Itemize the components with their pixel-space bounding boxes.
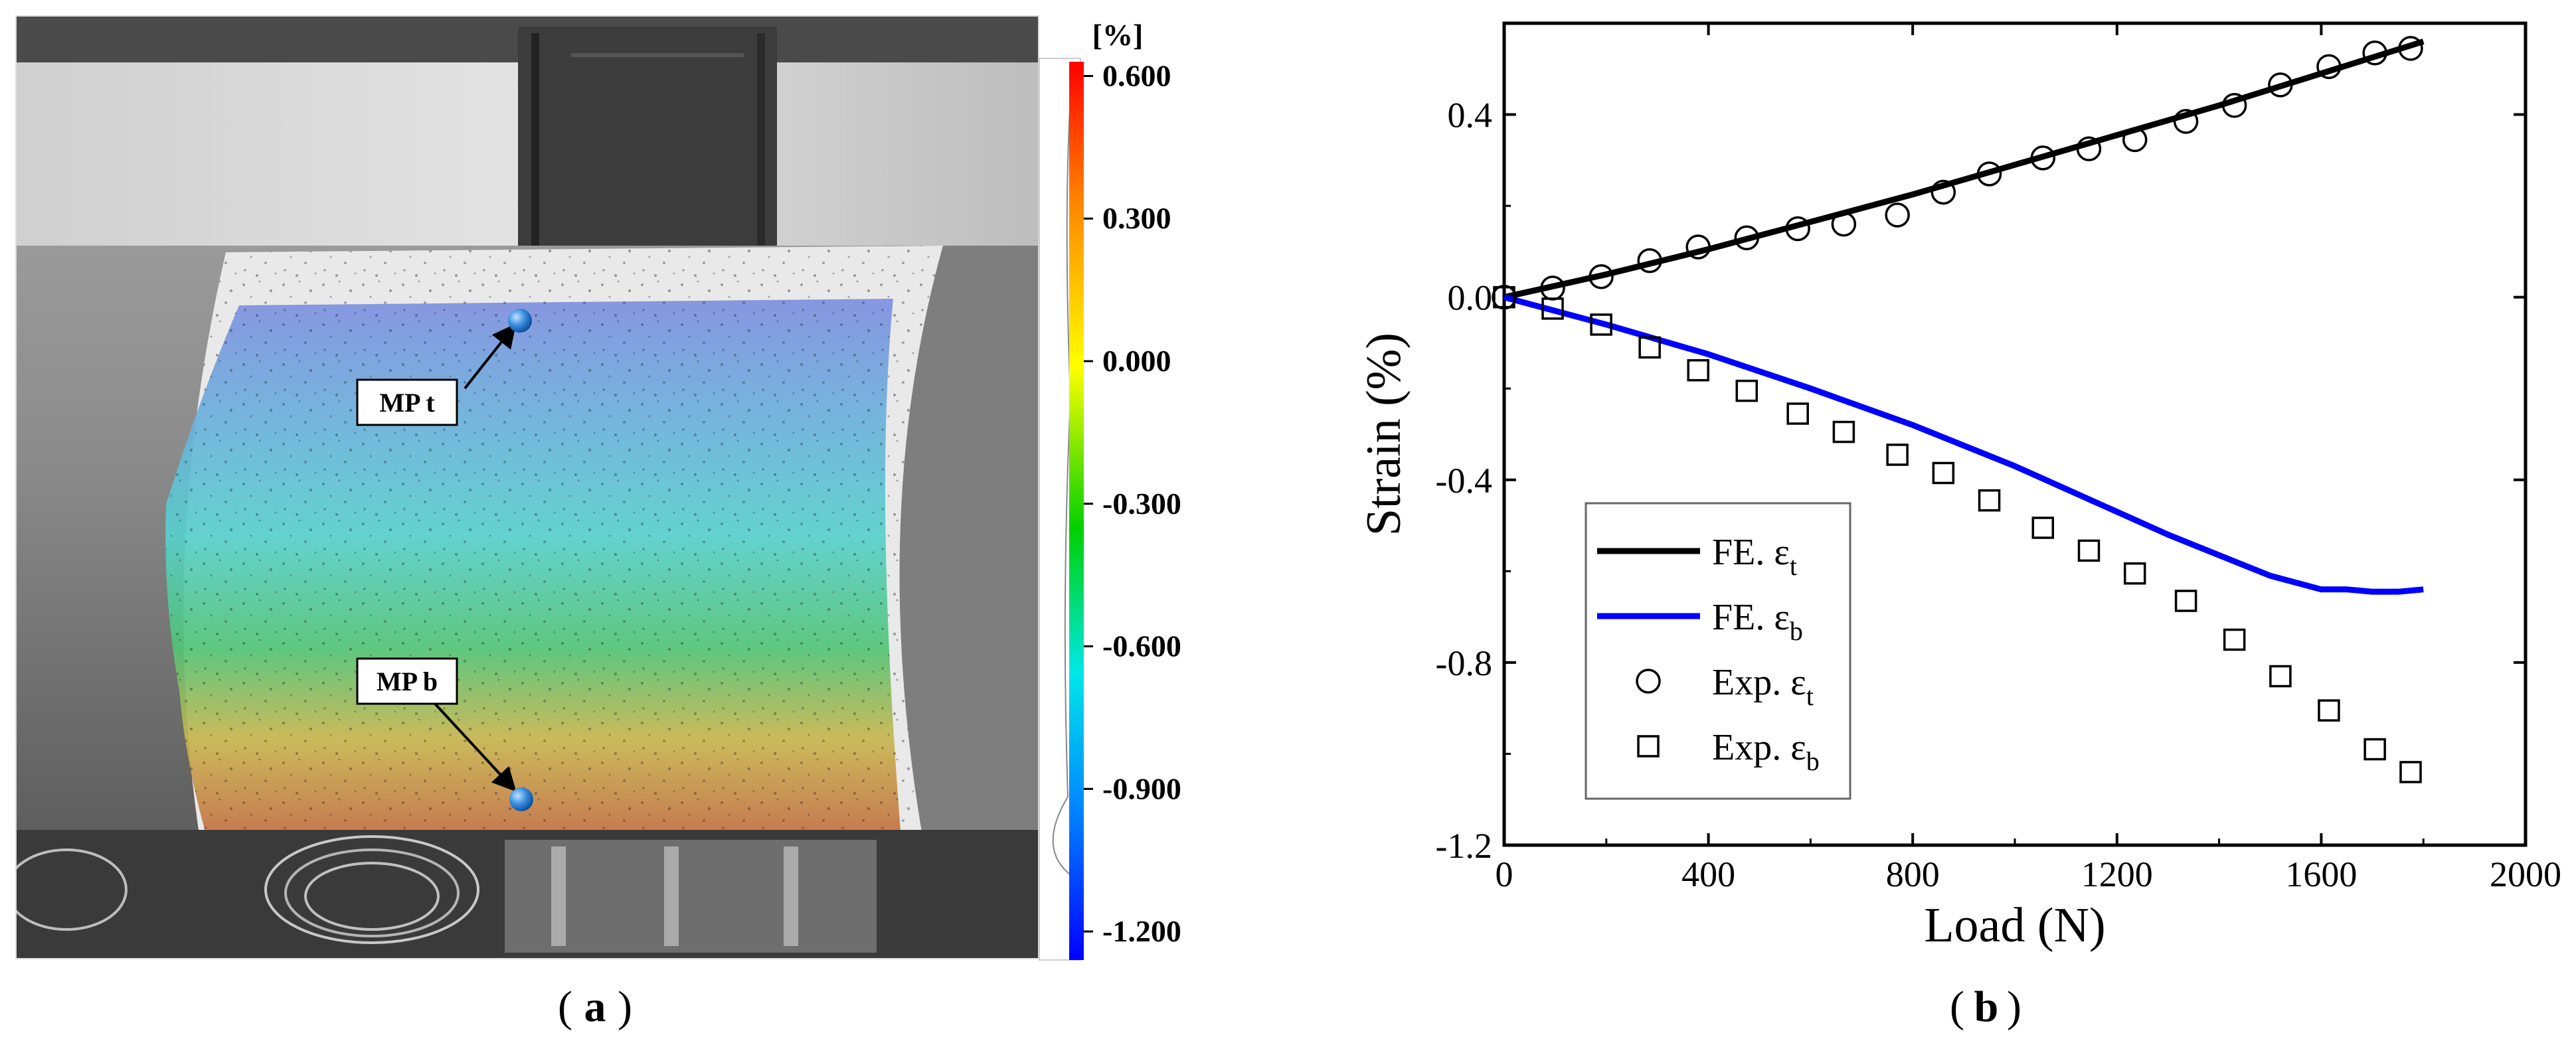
- colorbar-tick-label: 0.000: [1102, 344, 1171, 378]
- x-tick-label: 800: [1886, 854, 1940, 894]
- point-exp-t: [1734, 225, 1760, 251]
- point-exp-b: [1886, 443, 1909, 466]
- point-exp-t: [2362, 40, 2387, 66]
- x-tick-label: 2000: [2490, 854, 2561, 894]
- legend-label: FE. εb: [1712, 597, 1803, 646]
- point-exp-t: [2030, 145, 2056, 171]
- point-exp-t: [2221, 93, 2247, 118]
- panel-a-caption: ( a ): [558, 983, 632, 1031]
- panel-b-caption: ( b ): [1950, 983, 2021, 1031]
- point-exp-t: [1885, 202, 1910, 228]
- svg-text:(: (: [1950, 983, 1964, 1031]
- legend-swatch-exp-t: [1636, 669, 1661, 694]
- point-exp-b: [1735, 379, 1759, 402]
- legend-label-subscript: t: [1790, 551, 1797, 581]
- point-exp-t: [1931, 179, 1956, 205]
- colorbar-tick-label: 0.600: [1102, 58, 1171, 92]
- marker-label-mp-t: MP t: [379, 388, 435, 418]
- legend-label: Exp. εt: [1712, 662, 1814, 711]
- point-exp-b: [1590, 313, 1612, 336]
- point-exp-b: [1932, 461, 1955, 485]
- point-exp-t: [1785, 216, 1810, 242]
- point-exp-b: [2123, 562, 2146, 585]
- svg-text:): ): [618, 983, 632, 1031]
- colorbar-tick-label: 0.300: [1102, 201, 1171, 235]
- point-exp-b: [2269, 665, 2292, 688]
- x-axis-label: Load (N): [1924, 898, 2105, 953]
- point-exp-t: [2122, 127, 2148, 153]
- legend-label: FE. εt: [1712, 532, 1797, 581]
- legend-label-subscript: b: [1806, 746, 1820, 776]
- y-tick-label: 0.4: [1448, 96, 1493, 135]
- point-exp-b: [1978, 489, 2001, 512]
- x-tick-label: 1600: [2285, 854, 2357, 894]
- legend-label-subscript: b: [1790, 616, 1803, 646]
- y-tick-label: -0.8: [1436, 643, 1492, 683]
- panel-b-caption-letter: b: [1974, 983, 1999, 1031]
- measurement-point-top: [508, 309, 532, 333]
- point-exp-t: [1831, 211, 1857, 237]
- point-exp-b: [1638, 336, 1661, 359]
- strain-load-chart: 0 400 800 1200 1600 2000 0.4 0.0 -0.4 -0.8 -1.2 Lo…: [1357, 21, 2561, 1031]
- point-exp-t: [1637, 248, 1662, 274]
- point-exp-t: [2173, 109, 2199, 134]
- colorbar-tick-label: -1.200: [1102, 914, 1181, 948]
- x-tick-label: 0: [1496, 854, 1513, 894]
- colorbar-tick-label: -0.900: [1102, 771, 1181, 805]
- point-exp-t: [1589, 264, 1614, 289]
- point-exp-b: [2363, 738, 2386, 761]
- svg-text:(: (: [558, 983, 572, 1031]
- point-exp-b: [1786, 402, 1809, 425]
- point-exp-b: [2174, 590, 2197, 612]
- dic-photo-panel: [%] 0.600 0.300 0.000 -0.300 -0.600 -0.900 -1.…: [15, 15, 1181, 1031]
- x-tick-label: 1200: [2081, 854, 2153, 894]
- marker-mp-b: MP b: [356, 657, 533, 811]
- colorbar-gradient: [1069, 62, 1084, 960]
- svg-text:): ): [2007, 983, 2021, 1031]
- marker-label-mp-b: MP b: [377, 667, 438, 696]
- point-exp-t: [2398, 36, 2423, 61]
- point-exp-t: [1685, 234, 1711, 260]
- point-exp-t: [1492, 284, 1517, 310]
- point-exp-t: [2316, 54, 2342, 80]
- panel-a-caption-letter: a: [584, 983, 606, 1031]
- point-exp-b: [2031, 517, 2055, 539]
- y-axis-label: Strain (%): [1357, 333, 1411, 536]
- legend: FE. εt FE. εb Exp. εt Exp. εb: [1585, 502, 1851, 800]
- legend-label: Exp. εb: [1712, 727, 1820, 776]
- point-exp-b: [1687, 359, 1709, 382]
- legend-label-subscript: t: [1806, 681, 1814, 711]
- point-exp-b: [2399, 761, 2422, 783]
- colorbar-tick-label: -0.600: [1102, 629, 1181, 663]
- measurement-point-bottom: [509, 787, 533, 811]
- series-line-fe-b: [1503, 294, 2424, 595]
- colorbar-unit: [%]: [1092, 18, 1144, 52]
- point-exp-t: [2076, 136, 2102, 161]
- y-tick-label: -1.2: [1436, 826, 1492, 866]
- y-tick-label: -0.4: [1436, 461, 1492, 501]
- colorbar-tick-label: -0.300: [1102, 487, 1181, 520]
- point-exp-b: [2223, 628, 2246, 651]
- test-photo: [16, 16, 1039, 959]
- point-exp-b: [2077, 539, 2101, 562]
- legend-swatch-exp-b: [1637, 735, 1660, 758]
- strain-colorbar: [%] 0.600 0.300 0.000 -0.300 -0.600 -0.900 -1.…: [1039, 18, 1181, 961]
- point-exp-t: [2268, 72, 2293, 98]
- marker-mp-t: MP t: [356, 309, 532, 426]
- point-exp-t: [1976, 161, 2002, 187]
- x-tick-label: 400: [1681, 854, 1735, 894]
- y-tick-label: 0.0: [1448, 278, 1493, 318]
- point-exp-b: [1541, 297, 1564, 320]
- point-exp-b: [1493, 285, 1515, 309]
- point-exp-b: [2318, 699, 2340, 722]
- point-exp-b: [1832, 420, 1855, 443]
